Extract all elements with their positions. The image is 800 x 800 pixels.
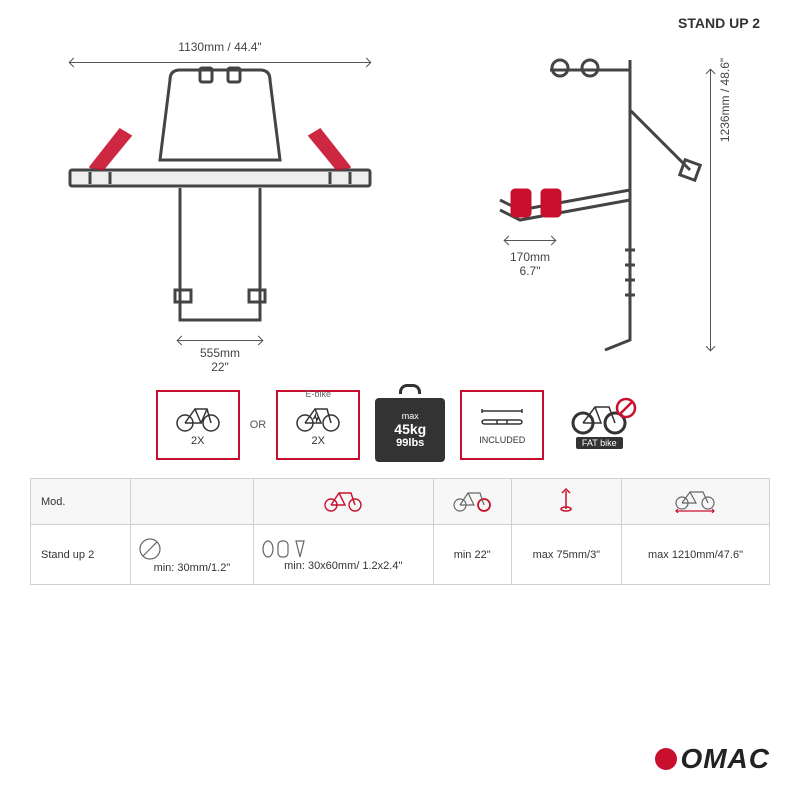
tire-width-icon <box>556 487 576 513</box>
th-tube <box>131 479 254 525</box>
feature-icon-row: 2X OR E-bike 2X max 45kg 99lbs INCLUDED … <box>0 380 800 470</box>
th-frame <box>253 479 433 525</box>
brand-logo: OMAC <box>655 743 770 775</box>
dim-height-line <box>710 70 711 350</box>
th-wheel <box>433 479 511 525</box>
weight-lbs: 99lbs <box>396 437 424 449</box>
weight-handle-icon <box>399 384 421 394</box>
side-sketch <box>430 40 750 360</box>
tools-label: INCLUDED <box>479 435 525 445</box>
bike-frame-icon <box>321 487 365 513</box>
product-title: STAND UP 2 <box>678 15 760 31</box>
spec-table: Mod. Stand up 2 min: 30mm/1.2" min: 30x6… <box>30 478 770 585</box>
no-icon <box>615 397 637 419</box>
fatbike-label: FAT bike <box>576 437 623 449</box>
front-view: 1130mm / 44.4" 555mm <box>30 40 410 370</box>
cell-wheel: min 22" <box>433 525 511 585</box>
weight-max-label: max <box>402 411 419 421</box>
weight-box-wrap: max 45kg 99lbs <box>370 390 450 460</box>
bike-qty-label: 2X <box>191 435 204 447</box>
table-header-row: Mod. <box>31 479 770 525</box>
weight-kg: 45kg <box>394 421 426 437</box>
tools-box: INCLUDED <box>460 390 544 460</box>
ebike-qty-label: 2X <box>312 435 325 447</box>
cell-tire: max 75mm/3" <box>511 525 621 585</box>
cell-tube: min: 30mm/1.2" <box>131 525 254 585</box>
logo-dot-icon <box>655 748 677 770</box>
bike-length-icon <box>670 487 720 513</box>
ebike-qty-box: E-bike 2X <box>276 390 360 460</box>
circle-diag-icon <box>137 536 163 562</box>
logo-text: OMAC <box>680 743 770 775</box>
shapes-icon <box>260 538 310 560</box>
cell-tube-text: min: 30mm/1.2" <box>137 562 247 574</box>
fatbike-box: FAT bike <box>554 390 644 460</box>
dim-clamp-label: 170mm 6.7" <box>490 250 570 278</box>
th-mod: Mod. <box>31 479 131 525</box>
cell-length: max 1210mm/47.6" <box>621 525 769 585</box>
diagram-area: 1130mm / 44.4" 555mm <box>0 0 800 380</box>
weight-box: max 45kg 99lbs <box>375 398 445 462</box>
th-tire <box>511 479 621 525</box>
side-view: 170mm 6.7" 1236mm / 48.6" <box>430 40 750 370</box>
dim-base-label: 555mm 22" <box>180 346 260 374</box>
or-label: OR <box>250 419 267 431</box>
front-sketch <box>30 40 410 350</box>
ebike-top-label: E-bike <box>305 389 331 399</box>
ebike-icon <box>293 403 343 433</box>
th-length <box>621 479 769 525</box>
tools-icon <box>477 405 527 433</box>
table-row: Stand up 2 min: 30mm/1.2" min: 30x60mm/ … <box>31 525 770 585</box>
bike-qty-box: 2X <box>156 390 240 460</box>
dim-height-label: 1236mm / 48.6" <box>718 40 732 160</box>
bike-wheel-icon <box>450 487 494 513</box>
cell-name: Stand up 2 <box>31 525 131 585</box>
dim-clamp-line <box>505 240 555 241</box>
cell-frame-text: min: 30x60mm/ 1.2x2.4" <box>260 560 427 572</box>
cell-frame: min: 30x60mm/ 1.2x2.4" <box>253 525 433 585</box>
dim-base-line <box>178 340 262 341</box>
bike-icon <box>173 403 223 433</box>
